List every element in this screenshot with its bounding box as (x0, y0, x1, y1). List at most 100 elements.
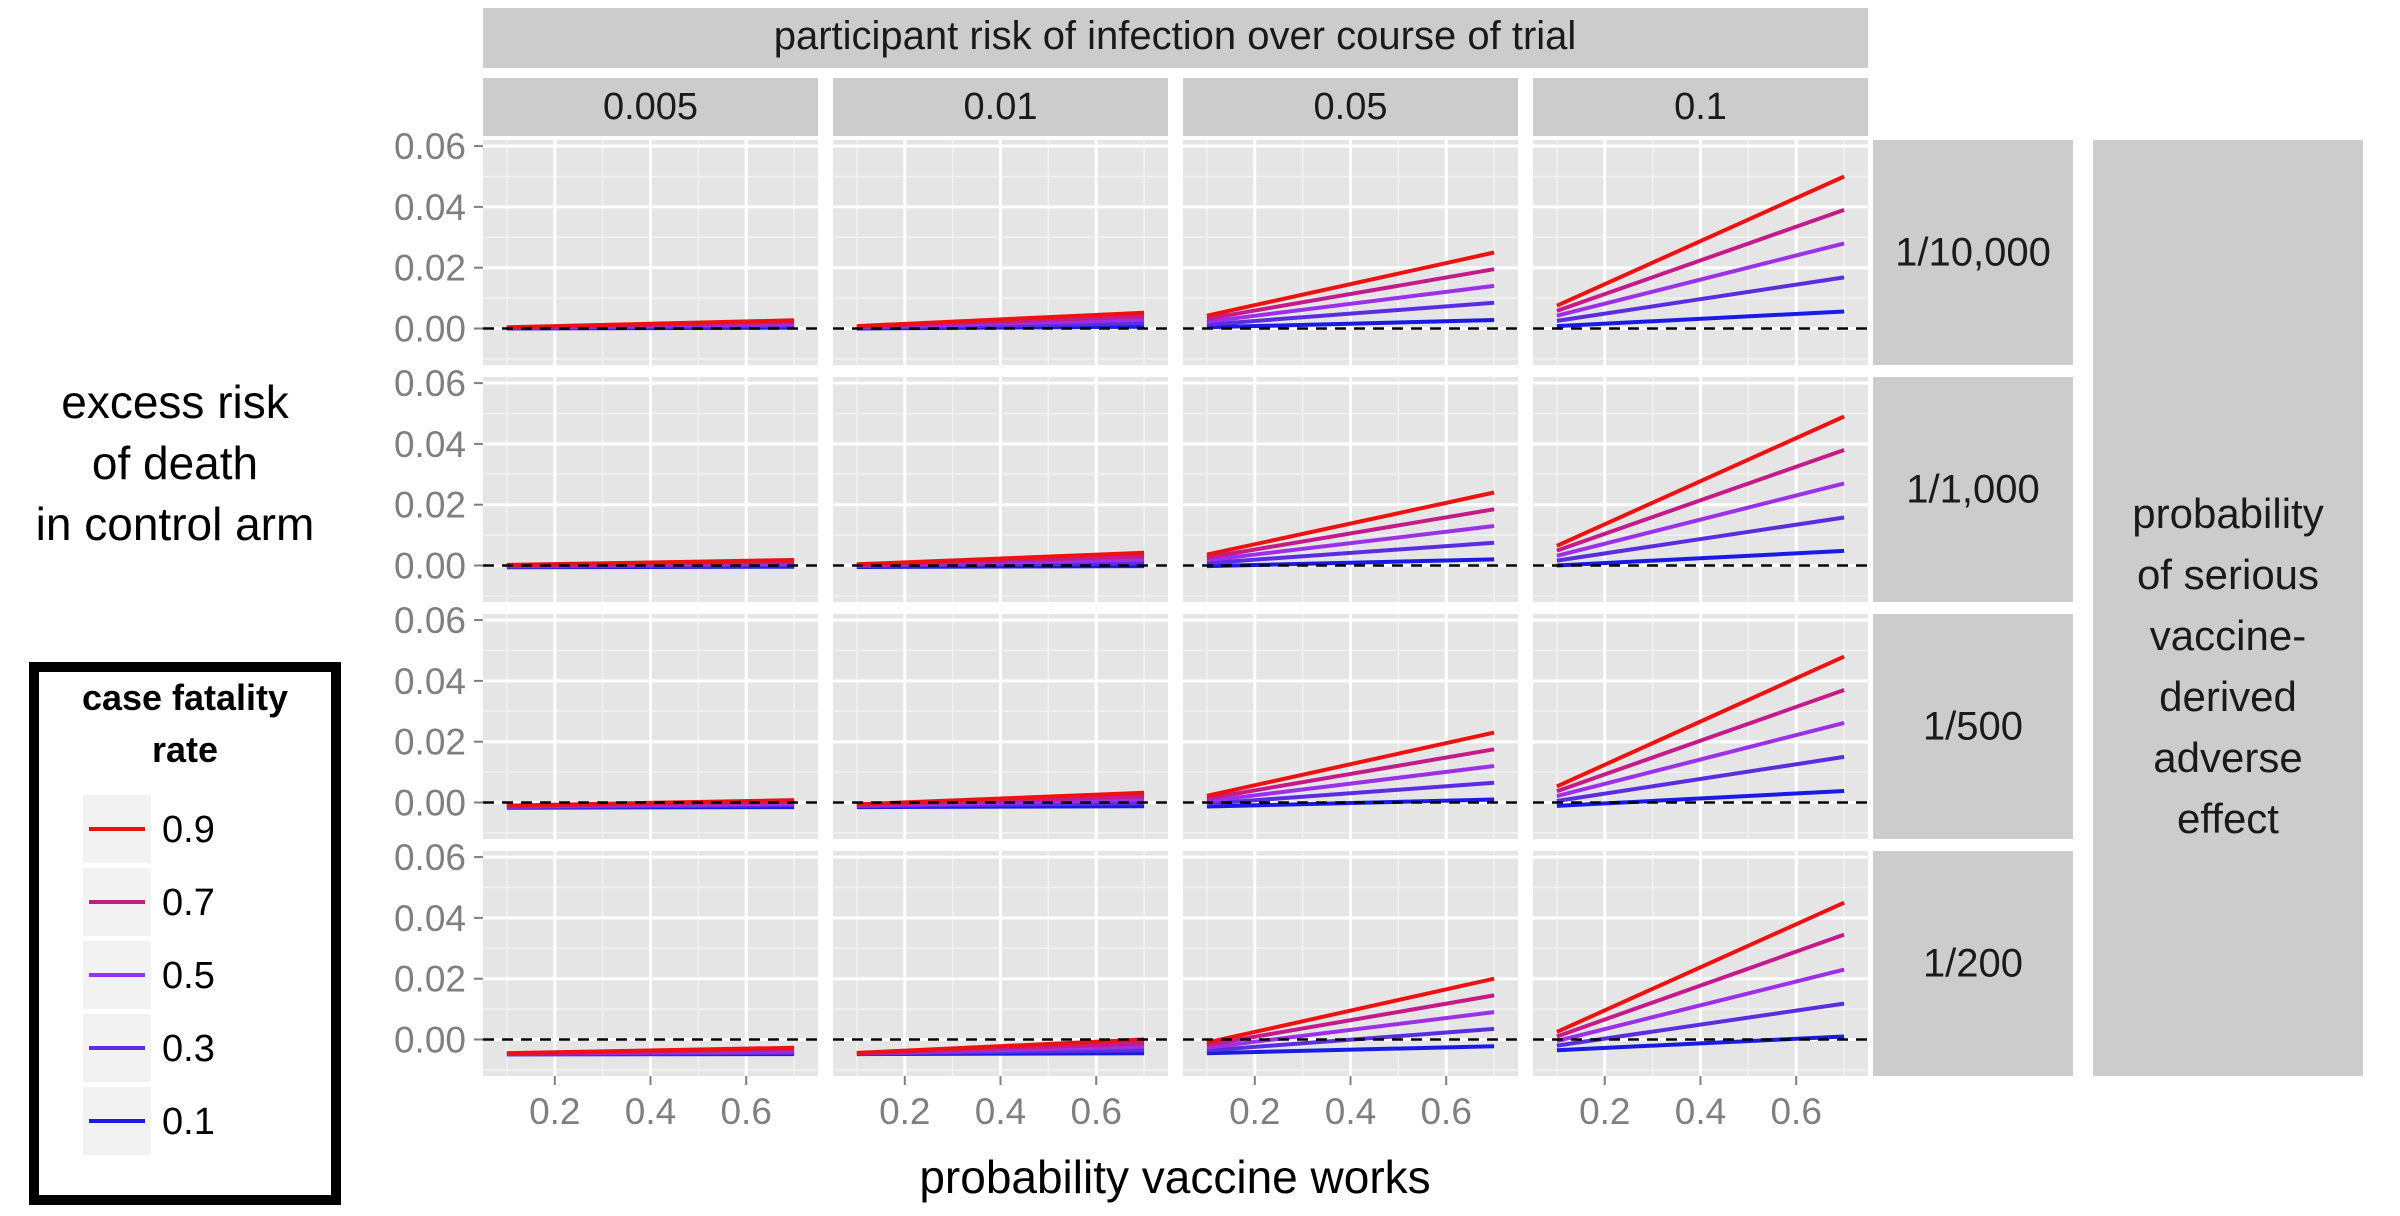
series-line-cfr-0-9 (856, 310, 1145, 329)
legend-label: 0.3 (162, 1028, 215, 1070)
row-strip-label: 1/10,000 (1895, 231, 2051, 275)
panel-r1-c3 (1533, 377, 1868, 602)
row-strip (1873, 851, 2073, 1076)
series-line-cfr-0-3 (1556, 1001, 1845, 1048)
panel-r3-c3 (1533, 851, 1868, 1076)
series-line-cfr-0-3 (1556, 275, 1845, 323)
series-line-cfr-0-3 (1206, 780, 1495, 806)
facet-strips: participant risk of infection over cours… (483, 8, 2363, 1076)
y-tick-label: 0.04 (394, 424, 466, 465)
y-tick-label: 0.02 (394, 722, 466, 763)
panel-r2-c0 (483, 614, 818, 839)
panel-r3-c1 (833, 851, 1168, 1076)
series-line-cfr-0-9 (1206, 976, 1495, 1045)
panel-r0-c2 (1183, 140, 1518, 365)
series-line-cfr-0-1 (1206, 797, 1495, 809)
series-line-cfr-0-7 (1206, 267, 1495, 321)
series-line-cfr-0-3 (1556, 754, 1845, 803)
column-strip (1183, 78, 1518, 136)
series-line-cfr-0-1 (1556, 789, 1845, 808)
row-title-line: of serious (2137, 551, 2319, 598)
series-line-cfr-0-5 (1206, 283, 1495, 324)
column-title-strip (483, 8, 1868, 68)
series-line-cfr-0-5 (1206, 524, 1495, 563)
row-strip-label: 1/200 (1923, 942, 2023, 986)
series-line-cfr-0-9 (1206, 490, 1495, 557)
column-strip-label: 0.1 (1674, 86, 1727, 128)
series-line-cfr-0-7 (1556, 208, 1845, 313)
series-line-cfr-0-9 (1556, 654, 1845, 789)
panel-r1-c2 (1183, 377, 1518, 602)
panel-r0-c0 (483, 140, 818, 365)
row-strip-label: 1/1,000 (1906, 468, 2039, 512)
x-tick-label: 0.2 (1229, 1091, 1280, 1132)
x-axis-title: probability vaccine works (919, 1151, 1430, 1203)
y-tick-label: 0.06 (394, 837, 466, 878)
legend-title-line: rate (152, 729, 218, 770)
x-tick-label: 0.6 (1070, 1091, 1121, 1132)
row-title-line: probability (2132, 490, 2323, 537)
y-tick-label: 0.02 (394, 959, 466, 1000)
y-tick-label: 0.06 (394, 126, 466, 167)
series-line-cfr-0-1 (1206, 557, 1495, 569)
y-tick-label: 0.02 (394, 485, 466, 526)
column-strip-label: 0.05 (1314, 86, 1388, 128)
x-tick-label: 0.4 (625, 1091, 676, 1132)
series-line-cfr-0-7 (1206, 747, 1495, 801)
panel-r0-c3 (1533, 140, 1868, 365)
y-axis-title-line: excess risk (61, 376, 289, 428)
axis-labels: 0.00 0.02 0.04 0.06 0.00 0.02 0.04 0.06 0.00 0.02… (36, 126, 1822, 1203)
y-tick-label: 0.04 (394, 661, 466, 702)
legend-label: 0.7 (162, 882, 215, 924)
x-tick-label: 0.4 (975, 1091, 1026, 1132)
row-title-line: adverse (2153, 734, 2302, 781)
y-axis-title-line: in control arm (36, 498, 315, 550)
series-line-cfr-0-3 (1206, 1026, 1495, 1053)
series-line-cfr-0-9 (1206, 730, 1495, 798)
y-axis-title-line: of death (92, 437, 258, 489)
column-strip (833, 78, 1168, 136)
row-title-line: effect (2177, 795, 2279, 842)
series-line-cfr-0-5 (1556, 967, 1845, 1043)
series-line-cfr-0-1 (1556, 548, 1845, 568)
series-line-cfr-0-9 (1556, 900, 1845, 1034)
series-line-cfr-0-7 (1556, 448, 1845, 553)
row-strip (1873, 614, 2073, 839)
x-tick-label: 0.6 (1770, 1091, 1821, 1132)
series-line-cfr-0-7 (1206, 993, 1495, 1047)
series-line-cfr-0-9 (856, 550, 1145, 567)
series-line-cfr-0-1 (1556, 309, 1845, 329)
series-line-cfr-0-7 (1556, 932, 1845, 1039)
series-line-cfr-0-3 (1206, 300, 1495, 327)
column-strip-label: 0.005 (603, 86, 698, 128)
column-title: participant risk of infection over cours… (774, 14, 1577, 58)
panel-r2-c2 (1183, 614, 1518, 839)
y-tick-label: 0.04 (394, 187, 466, 228)
series-line-cfr-0-1 (1206, 318, 1495, 330)
panel-r3-c0 (483, 851, 818, 1076)
x-tick-label: 0.4 (1675, 1091, 1726, 1132)
panel-grid (483, 140, 1868, 1076)
legend-label: 0.9 (162, 809, 215, 851)
series-line-cfr-0-5 (1556, 481, 1845, 558)
legend-label: 0.1 (162, 1101, 215, 1143)
series-line-cfr-0-5 (1556, 241, 1845, 318)
panel-r1-c0 (483, 377, 818, 602)
row-title-line: vaccine- (2150, 612, 2306, 659)
series-line-cfr-0-9 (506, 318, 795, 330)
y-tick-label: 0.04 (394, 898, 466, 939)
series-line-cfr-0-9 (856, 1037, 1145, 1055)
series-line-cfr-0-9 (506, 558, 795, 567)
x-tick-label: 0.4 (1325, 1091, 1376, 1132)
series-line-cfr-0-5 (1206, 764, 1495, 804)
row-strip (1873, 140, 2073, 365)
row-title-strip (2093, 140, 2363, 1076)
y-tick-label: 0.06 (394, 363, 466, 404)
panel-r3-c2 (1183, 851, 1518, 1076)
row-strip (1873, 377, 2073, 602)
series-line-cfr-0-7 (1556, 688, 1845, 794)
series-line-cfr-0-5 (1206, 1010, 1495, 1050)
x-tick-label: 0.6 (720, 1091, 771, 1132)
column-strip (1533, 78, 1868, 136)
